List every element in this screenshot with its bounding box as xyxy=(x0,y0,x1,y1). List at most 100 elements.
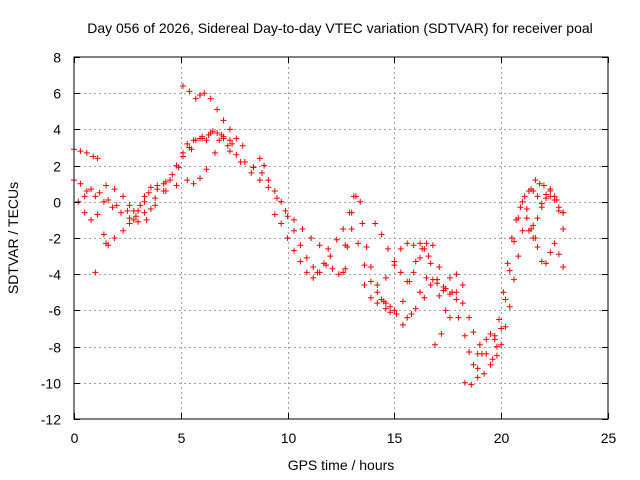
data-point xyxy=(94,211,101,218)
data-point xyxy=(404,240,411,247)
data-point xyxy=(397,245,404,252)
data-point xyxy=(190,180,197,187)
data-point xyxy=(141,209,148,216)
data-point xyxy=(173,182,180,189)
data-point xyxy=(459,282,466,289)
data-point xyxy=(329,265,336,272)
series-track-x xyxy=(476,198,539,363)
data-point xyxy=(547,193,554,200)
data-point xyxy=(560,263,567,270)
data-point xyxy=(357,198,364,205)
data-point xyxy=(453,271,460,278)
data-point xyxy=(508,235,515,241)
data-point xyxy=(438,330,445,337)
data-point xyxy=(103,240,110,247)
data-point xyxy=(117,209,124,216)
series-track-j xyxy=(179,82,246,149)
data-point xyxy=(553,196,560,203)
series-stray xyxy=(92,269,99,276)
data-point xyxy=(502,296,509,303)
data-point xyxy=(427,282,434,289)
data-point xyxy=(519,198,526,205)
data-point xyxy=(348,209,355,216)
data-point xyxy=(440,283,447,290)
data-point xyxy=(297,242,304,249)
data-point xyxy=(141,198,148,205)
data-point xyxy=(530,187,537,194)
x-axis-label: GPS time / hours xyxy=(288,457,395,473)
data-point xyxy=(408,311,415,318)
data-point xyxy=(534,193,541,200)
data-point xyxy=(284,235,291,241)
data-point xyxy=(201,90,208,97)
data-point xyxy=(538,258,545,265)
data-point xyxy=(551,240,558,247)
data-point xyxy=(81,209,88,216)
data-point xyxy=(83,187,90,194)
data-point xyxy=(532,177,539,184)
data-point xyxy=(515,253,522,260)
series-track-p xyxy=(342,225,432,318)
data-point xyxy=(423,274,430,281)
data-point xyxy=(197,92,204,99)
data-point xyxy=(265,177,272,184)
data-point xyxy=(184,140,191,147)
data-point xyxy=(256,177,263,184)
data-point xyxy=(382,305,389,312)
data-point xyxy=(483,336,490,343)
data-point xyxy=(167,177,174,184)
data-point xyxy=(470,329,477,336)
data-point xyxy=(404,314,411,321)
data-point xyxy=(303,254,310,261)
data-point xyxy=(352,193,359,200)
data-point xyxy=(412,305,419,312)
data-point xyxy=(397,269,404,276)
data-point xyxy=(534,244,541,251)
data-point xyxy=(120,227,127,234)
data-point xyxy=(363,244,370,251)
data-point xyxy=(233,151,240,158)
data-point xyxy=(436,292,443,299)
data-point xyxy=(393,311,400,318)
data-point xyxy=(220,117,227,124)
data-point xyxy=(340,269,347,276)
data-point xyxy=(239,142,246,149)
data-point xyxy=(496,316,503,323)
data-point xyxy=(560,225,567,232)
series-track-d xyxy=(81,186,154,220)
data-point xyxy=(491,332,498,339)
data-point xyxy=(179,153,186,160)
y-tick-label: -4 xyxy=(49,267,62,283)
data-point xyxy=(207,130,214,137)
data-point xyxy=(147,206,154,213)
data-point xyxy=(361,282,368,289)
data-point xyxy=(374,282,381,289)
data-point xyxy=(391,262,398,269)
data-point xyxy=(186,88,193,95)
data-point xyxy=(323,262,330,269)
data-point xyxy=(387,309,394,316)
data-point xyxy=(384,245,391,252)
data-point xyxy=(466,314,473,321)
data-point xyxy=(547,187,554,194)
y-tick-label: 6 xyxy=(53,86,61,102)
data-point xyxy=(77,148,84,155)
data-point xyxy=(446,274,453,281)
data-point xyxy=(179,82,186,89)
series-track-n xyxy=(271,211,349,281)
data-point xyxy=(374,300,381,307)
data-point xyxy=(273,195,280,202)
data-point xyxy=(207,95,214,102)
data-point xyxy=(425,253,432,260)
data-point xyxy=(404,278,411,285)
data-point xyxy=(453,289,460,296)
data-point xyxy=(412,258,419,265)
data-point xyxy=(367,294,374,301)
data-point xyxy=(335,271,342,278)
data-point xyxy=(355,240,362,247)
x-tick-label: 5 xyxy=(178,430,186,446)
data-point xyxy=(523,215,530,222)
data-point xyxy=(466,349,473,356)
data-point xyxy=(327,253,334,260)
